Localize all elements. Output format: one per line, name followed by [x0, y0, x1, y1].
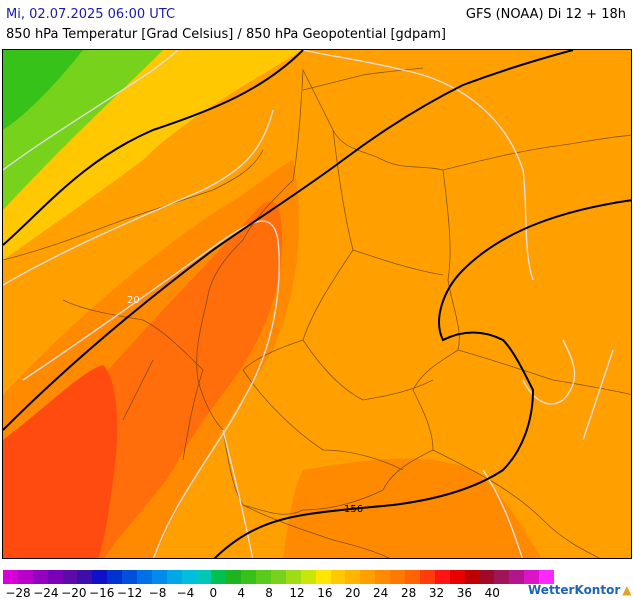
scale-label: −24: [33, 586, 59, 600]
scale-swatch: [62, 570, 78, 584]
scale-swatch: [405, 570, 420, 584]
scale-label: 24: [373, 586, 389, 600]
scale-swatch: [256, 570, 272, 584]
region-cold-north-west: [3, 50, 83, 130]
scale-swatch: [166, 570, 182, 584]
scale-label: −4: [176, 586, 195, 600]
scale-swatch: [122, 570, 138, 584]
scale-swatch: [32, 570, 48, 584]
temperature-color-scale: [3, 570, 554, 584]
scale-swatch: [285, 570, 301, 584]
model-run-label: GFS (NOAA) Di 12 + 18h: [465, 7, 626, 22]
scale-swatch: [479, 570, 495, 584]
scale-swatch: [315, 570, 331, 584]
scale-swatch: [211, 570, 227, 584]
scale-label: −20: [61, 586, 87, 600]
scale-swatch: [330, 570, 346, 584]
scale-label: 4: [237, 586, 246, 600]
scale-label: 36: [456, 586, 473, 600]
geopotential-lines: [3, 50, 631, 558]
scale-swatch: [390, 570, 406, 584]
geopotential-label: 156: [344, 504, 363, 515]
scale-swatch: [17, 570, 33, 584]
scale-swatch: [434, 570, 450, 584]
scale-swatch: [494, 570, 510, 584]
scale-swatch: [449, 570, 465, 584]
scale-swatch: [77, 570, 93, 584]
border-lines: [3, 67, 631, 558]
scale-label: 0: [209, 586, 218, 600]
scale-swatch: [241, 570, 257, 584]
scale-swatch: [375, 570, 391, 584]
weather-map: 20 156: [2, 49, 632, 559]
scale-swatch: [271, 570, 286, 584]
temperature-scale-labels: −28 −24 −20 −16 −12 −8 −4 0 4 8 12 16 20 24 28 32 36 40: [0, 586, 520, 600]
scale-swatch: [226, 570, 242, 584]
scale-swatch: [509, 570, 525, 584]
scale-label: 8: [265, 586, 273, 600]
brand-icon: ▲: [622, 583, 632, 597]
brand-name: WetterKontor: [528, 583, 621, 597]
region-hottest-south-west: [3, 365, 118, 558]
scale-swatch: [360, 570, 376, 584]
scale-swatch: [300, 570, 316, 584]
scale-swatch: [419, 570, 435, 584]
scale-label: 12: [289, 586, 305, 600]
scale-swatch: [47, 570, 63, 584]
forecast-date: Mi, 02.07.2025 06:00 UTC: [6, 7, 176, 22]
scale-swatch: [92, 570, 108, 584]
scale-label: −16: [89, 586, 115, 600]
scale-label: 16: [317, 586, 333, 600]
scale-swatch: [539, 570, 554, 584]
scale-label: 40: [484, 586, 500, 600]
scale-label: 20: [345, 586, 361, 600]
scale-swatch: [107, 570, 123, 584]
scale-swatch: [345, 570, 361, 584]
scale-swatch: [181, 570, 197, 584]
scale-swatch: [3, 570, 18, 584]
scale-swatch: [524, 570, 540, 584]
isotherm-label: 20: [127, 295, 140, 306]
scale-swatch: [151, 570, 167, 584]
scale-label: 32: [428, 586, 445, 600]
scale-label: −28: [5, 586, 31, 600]
scale-label: −12: [116, 586, 143, 600]
scale-label: 28: [400, 586, 417, 600]
scale-swatch: [464, 570, 480, 584]
wetterkontor-logo[interactable]: WetterKontor ▲: [528, 583, 631, 597]
scale-swatch: [137, 570, 152, 584]
scale-swatch: [196, 570, 212, 584]
scale-label: −8: [148, 586, 167, 600]
map-subtitle: 850 hPa Temperatur [Grad Celsius] / 850 …: [6, 27, 447, 42]
